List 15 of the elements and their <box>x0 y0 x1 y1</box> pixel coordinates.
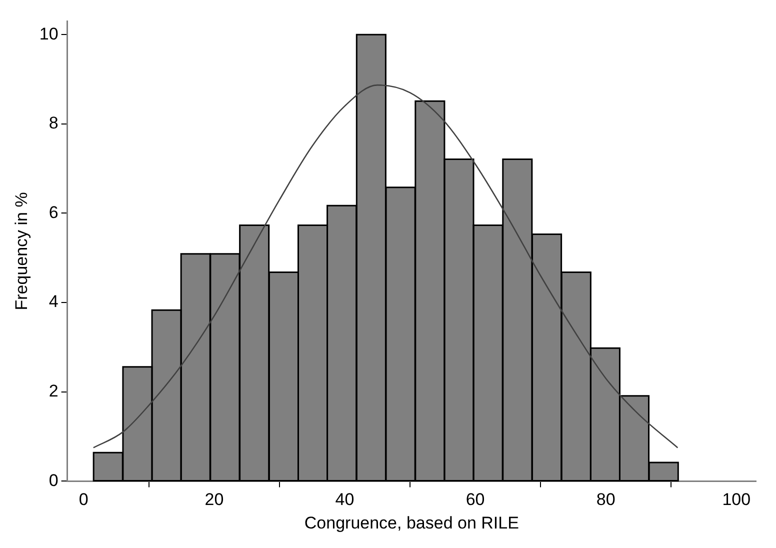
y-tick-label: 2 <box>48 382 58 401</box>
x-tick-label: 0 <box>78 490 88 510</box>
x-tick-label: 80 <box>596 490 616 510</box>
line-series <box>92 84 678 448</box>
y-tick-label: 6 <box>48 202 58 222</box>
y-axis-title: Frequency in % <box>12 192 31 310</box>
x-tick-label: 20 <box>204 490 224 510</box>
x-tick-label: 60 <box>466 490 485 510</box>
y-tick-label: 0 <box>48 470 58 490</box>
y-tick-label: 4 <box>48 292 58 312</box>
y-tick-label: 8 <box>48 114 58 133</box>
x-tick-label: 40 <box>335 490 354 510</box>
x-axis-title: Congruence, based on RILE <box>304 513 519 532</box>
y-tick-label: 10 <box>39 24 58 44</box>
x-tick-label: 100 <box>722 490 751 510</box>
